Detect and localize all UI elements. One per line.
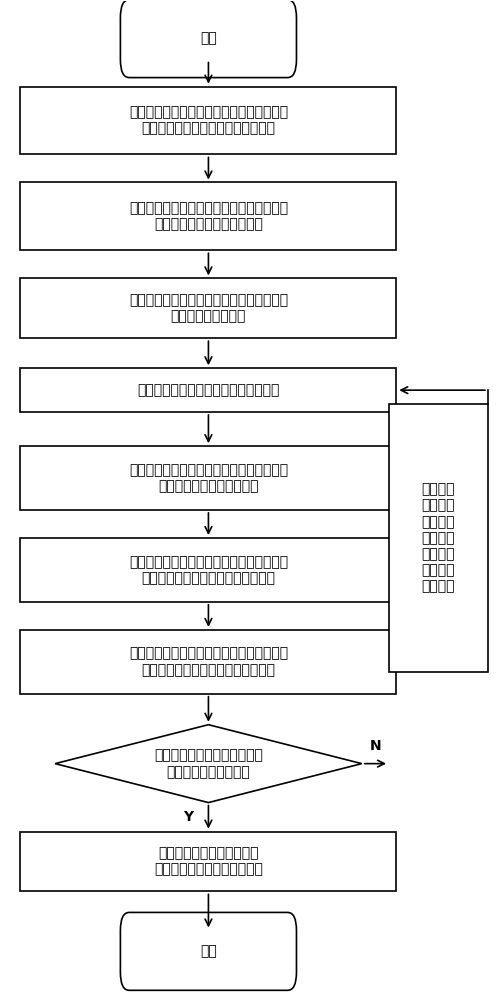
Text: 将配电网络的所有供电用户划分为多个供电
台区，读入所有告警设备的告警信息: 将配电网络的所有供电用户划分为多个供电 台区，读入所有告警设备的告警信息 [129,105,288,136]
Bar [20,446,396,510]
Text: Y: Y [184,810,194,824]
Text: N: N [370,739,381,753]
Bar [20,832,396,891]
Text: 存在最终故障隶属度大于预设
的隶属度阈值的设备？: 存在最终故障隶属度大于预设 的隶属度阈值的设备？ [154,749,263,779]
Text: 读入配电
网络的下
一个故障
报修电话
信息作为
当前故障
报修电话: 读入配电 网络的下 一个故障 报修电话 信息作为 当前故障 报修电话 [422,482,455,594]
Bar [20,87,396,154]
Bar [20,368,396,412]
Text: 根据每一个供电链路中的告警设备及告警信
息对该供电链路中的设备分层: 根据每一个供电链路中的告警设备及告警信 息对该供电链路中的设备分层 [129,201,288,231]
Text: 根据整个配电网络中每一个设备的最终故障
隶属度评判当前供电链路的故障区段: 根据整个配电网络中每一个设备的最终故障 隶属度评判当前供电链路的故障区段 [129,647,288,677]
Text: 计算该供电链路中每一层设备在受理当前故
障报修电话时的故障隶属度: 计算该供电链路中每一层设备在受理当前故 障报修电话时的故障隶属度 [129,463,288,493]
Bar [20,630,396,694]
Text: 开始: 开始 [200,32,217,46]
FancyBboxPatch shape [121,0,297,78]
Bar [20,182,396,250]
Text: 找到当前故障报修电话对应的供电链路: 找到当前故障报修电话对应的供电链路 [137,383,280,397]
Text: 计算出整个配电网络中每一个设备在受理当
前故障报修电话后的最终故障隶属度: 计算出整个配电网络中每一个设备在受理当 前故障报修电话后的最终故障隶属度 [129,555,288,585]
Bar [389,404,488,672]
Bar [20,278,396,338]
Polygon shape [55,725,362,803]
Bar [20,538,396,602]
Text: 判断故障区段位于该设备的
上游的设备和下游的设备之间: 判断故障区段位于该设备的 上游的设备和下游的设备之间 [154,846,263,877]
Text: 结束: 结束 [200,944,217,958]
FancyBboxPatch shape [121,912,297,990]
Text: 读入配电网络的第一个故障报修电话信息作
为当前故障报修电话: 读入配电网络的第一个故障报修电话信息作 为当前故障报修电话 [129,293,288,323]
